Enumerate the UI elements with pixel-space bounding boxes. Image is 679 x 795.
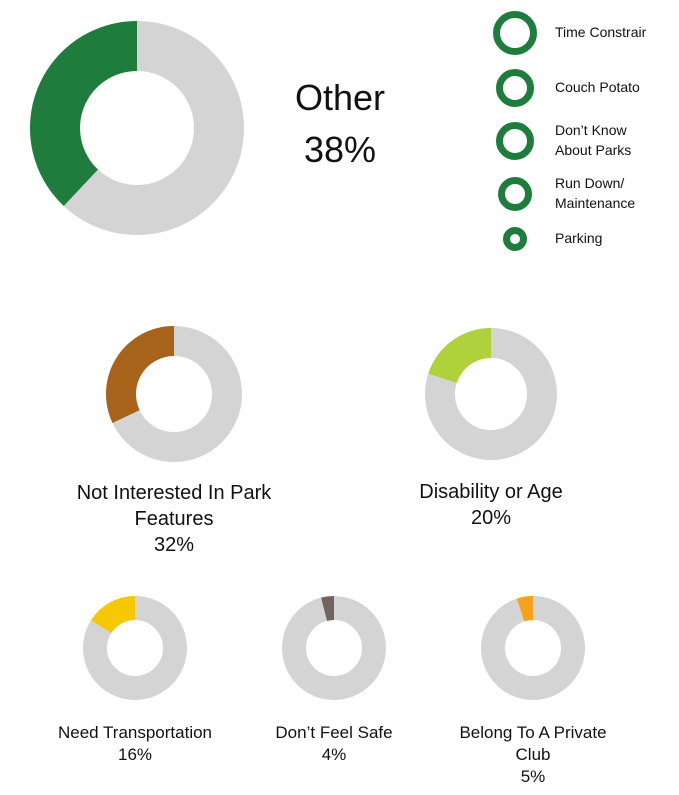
chart-caption: Not Interested In Park Features 32% bbox=[69, 480, 279, 558]
legend-label: Time Constrair bbox=[555, 22, 646, 42]
donut-segment bbox=[321, 596, 334, 621]
legend-line: Parking bbox=[555, 230, 603, 246]
legend-label: Couch Potato bbox=[555, 77, 640, 97]
value-label: 16% bbox=[117, 745, 153, 764]
legend-line: Couch Potato bbox=[555, 79, 640, 95]
value-label: 38% bbox=[303, 129, 377, 170]
legend-ring bbox=[503, 227, 527, 251]
legend-label: Run Down/Maintenance bbox=[555, 173, 635, 213]
chart-title: Disability or Age bbox=[419, 481, 563, 503]
legend-ring bbox=[498, 177, 532, 211]
donut-segment bbox=[91, 596, 135, 633]
legend-line: About Parks bbox=[555, 142, 632, 158]
value-label: 5% bbox=[520, 767, 546, 786]
value-label: 20% bbox=[470, 507, 512, 529]
chart-title: Not Interested In Park Features bbox=[76, 482, 272, 530]
legend-line: Run Down/ bbox=[555, 175, 625, 191]
chart-caption: Belong To A Private Club 5% bbox=[443, 722, 623, 788]
legend-ring bbox=[496, 69, 534, 107]
legend-label: Don’t Know About Parks bbox=[555, 120, 631, 160]
donut-segment bbox=[106, 326, 174, 423]
chart-title: Belong To A Private Club bbox=[459, 723, 607, 764]
legend-ring bbox=[496, 122, 534, 160]
donut-segment bbox=[516, 596, 533, 622]
chart-title: Other bbox=[294, 77, 386, 118]
value-label: 32% bbox=[153, 534, 195, 556]
chart-caption: Don’t Feel Safe 4% bbox=[234, 722, 434, 766]
chart-caption: Other 38% bbox=[240, 72, 440, 176]
donut-segment bbox=[428, 328, 491, 383]
value-label: 4% bbox=[321, 745, 347, 764]
chart-caption: Need Transportation 16% bbox=[35, 722, 235, 766]
legend-ring bbox=[493, 11, 537, 55]
legend-label: Parking bbox=[555, 228, 602, 248]
chart-title: Need Transportation bbox=[57, 723, 213, 742]
legend-line: Maintenance bbox=[555, 195, 636, 211]
chart-caption: Disability or Age 20% bbox=[381, 479, 601, 531]
legend-line: Time Constrair bbox=[555, 24, 647, 40]
chart-title: Don’t Feel Safe bbox=[275, 723, 393, 742]
legend-line: Don’t Know bbox=[555, 122, 627, 138]
donut-segment bbox=[30, 21, 137, 206]
